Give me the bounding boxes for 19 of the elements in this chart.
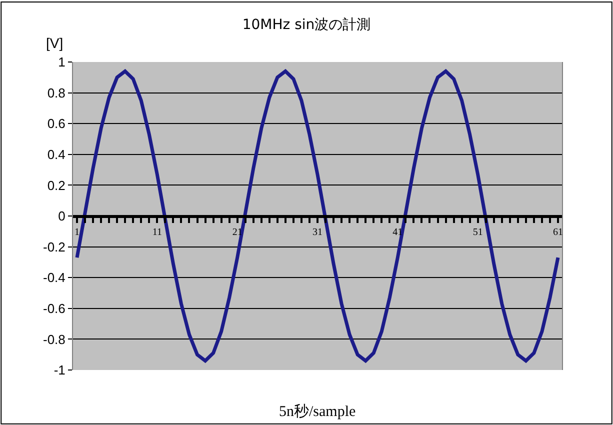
- x-tick-label: 61: [552, 227, 563, 238]
- y-axis-title: [V]: [46, 35, 64, 51]
- y-tick-label: -0.8: [42, 332, 66, 347]
- x-tick-label: 31: [312, 227, 322, 238]
- chart-title: 10MHz sin波の計測: [242, 16, 371, 33]
- y-tick-label: 0: [58, 208, 66, 224]
- y-tick-label: 0.2: [47, 178, 66, 193]
- y-tick-label: 0.4: [47, 146, 66, 162]
- y-tick-label: -0.2: [42, 239, 66, 254]
- y-tick-label: 0.8: [47, 85, 66, 100]
- x-tick-label: 1: [74, 227, 80, 238]
- y-tick-label: 1: [58, 54, 66, 70]
- x-axis-title: 5n秒/sample: [279, 403, 356, 420]
- y-tick-label: -1: [54, 362, 66, 378]
- y-tick-label: -0.4: [42, 270, 66, 286]
- y-tick-label: 0.6: [47, 116, 66, 132]
- x-tick-label: 51: [472, 227, 483, 238]
- x-tick-label: 11: [152, 227, 162, 238]
- y-tick-label: -0.6: [42, 300, 66, 316]
